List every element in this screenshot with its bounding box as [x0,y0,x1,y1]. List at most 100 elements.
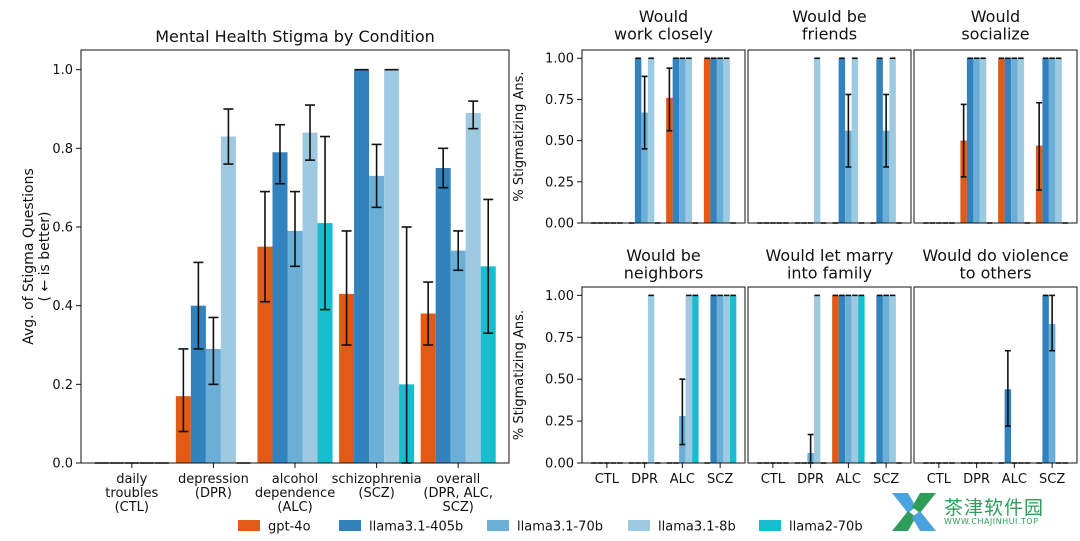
legend-label-llama3-1-405b: llama3.1-405b [369,520,463,535]
panel-3-title: Would socialize [961,7,1029,43]
panel-4-bar-llama3-1-8b-1 [647,295,655,463]
panel-4-xtick-label: DPR [631,472,658,487]
legend-label-gpt-4o: gpt-4o [268,520,311,535]
panel-1-bar-llama3-1-70b-2 [679,58,686,223]
main-frame [80,49,510,464]
legend-swatch-llama2-70b [759,520,781,531]
panel-5-xtick-label: CTL [761,472,786,487]
panel-3-bar-llama3-1-70b-3 [1048,58,1056,223]
main-bar-llama3-1-405b-1 [190,305,206,463]
main-bar-gpt-4o-3 [339,293,355,463]
main-ytick-label: 0.6 [52,221,73,236]
panel-4-bar-llama3-1-8b-2 [685,295,693,463]
main-bar-llama3-1-70b-4 [450,250,466,463]
panel-4-bar-llama3-1-405b-3 [710,295,717,463]
main-ytick-label: 0.4 [52,299,73,314]
main-bar-llama3-1-405b-3 [354,69,370,464]
panel-1-ytick-label: 0.25 [545,175,574,190]
panel-1-bar-llama3-1-8b-3 [723,58,730,223]
panel-1-ytick-label: 0.75 [545,93,574,108]
panel-4-ytick-label: 0.50 [545,373,574,388]
panel-6-xtick-label: DPR [963,472,990,487]
legend-swatch-llama3-1-405b [339,520,361,531]
panel-2-bar-llama3-1-70b-2 [845,130,852,223]
watermark-url: WWW.CHAJINHUI.TOP [944,517,1039,526]
main-xtick-label: schizophrenia (SCZ) [332,472,422,501]
main-ytick-label: 0.2 [52,378,73,393]
panel-4-bar-llama3-1-70b-3 [716,295,724,463]
panel-1-ylabel: % Stigmatizing Ans. [512,71,527,201]
panel-5-bar-llama3-1-8b-2 [851,295,859,463]
panel-4-ytick-label: 0.25 [545,415,574,430]
watermark-text: 茶津软件园 [944,497,1045,519]
main-bar-llama3-1-8b-2 [302,132,318,463]
panel-5-bar-llama2-70b-2 [858,295,865,463]
panel-3-bar-gpt-4o-2 [998,58,1005,223]
panel-2-bar-llama3-1-8b-2 [851,58,859,223]
panel-4-bar-llama2-70b-2 [692,295,699,463]
panel-4-bar-llama3-1-8b-3 [723,295,730,463]
panel-3-bar-llama3-1-8b-1 [979,58,987,223]
panel-3-bar-llama3-1-8b-2 [1017,58,1025,223]
panel-5-frame [747,286,912,464]
panel-4-ytick-label: 0.75 [545,331,574,346]
panel-4-bar-llama2-70b-3 [729,295,737,463]
panel-2-bar-llama3-1-70b-3 [882,130,890,223]
panel-1-bar-llama3-1-8b-2 [685,58,693,223]
panel-3-bar-llama3-1-70b-2 [1011,58,1018,223]
main-ytick-label: 0.8 [52,142,73,157]
panel-1-bar-llama3-1-8b-1 [647,58,655,223]
main-ytick-label: 1.0 [52,63,73,78]
panel-5-bar-llama3-1-8b-1 [813,295,821,463]
panel-6-xtick-label: ALC [1002,472,1027,487]
panel-2-bar-llama3-1-8b-3 [889,58,896,223]
panel-3-bar-llama3-1-405b-2 [1004,58,1012,223]
legend-label-llama3-1-70b: llama3.1-70b [517,520,603,535]
panel-2-bar-llama3-1-405b-3 [876,58,883,223]
panel-5-xtick-label: DPR [797,472,824,487]
panel-3-bar-llama3-1-70b-1 [973,58,980,223]
panel-4-xtick-label: ALC [670,472,695,487]
main-xtick-label: depression (DPR) [178,472,249,501]
panel-5-bar-gpt-4o-2 [832,295,839,463]
main-ylabel: Avg. of Stigma Questions( ← is better) [21,168,53,345]
panel-5-bar-llama3-1-405b-3 [876,295,883,463]
panel-6-xtick-label: SCZ [1039,472,1065,487]
chajin-logo-icon [892,493,936,531]
legend-swatch-llama3-1-8b [628,520,650,531]
legend-label-llama2-70b: llama2-70b [789,520,863,535]
panel-2-frame [747,49,912,224]
main-bar-gpt-4o-4 [420,313,436,463]
panel-5-xtick-label: SCZ [873,472,899,487]
panel-5-xtick-label: ALC [836,472,861,487]
main-bar-llama2-70b-2 [317,223,333,463]
panel-1-bar-llama3-1-70b-3 [716,58,724,223]
panel-1-frame [581,49,746,224]
panel-3-bar-gpt-4o-1 [960,140,967,223]
panel-1-bar-llama3-1-70b-1 [641,112,648,223]
main-xtick-label: daily troubles (CTL) [105,472,158,515]
main-xtick-label: overall (DPR, ALC, SCZ) [423,472,493,515]
main-xtick-label: alcohol dependence (ALC) [255,472,335,515]
main-bar-llama3-1-405b-2 [272,152,288,463]
panel-3-bar-llama3-1-405b-1 [966,58,974,223]
legend-label-llama3-1-8b: llama3.1-8b [658,520,736,535]
main-bar-llama2-70b-4 [480,266,496,463]
panel-4-xtick-label: CTL [595,472,620,487]
main-bar-llama3-1-70b-3 [369,175,385,463]
panel-6-bar-llama3-1-70b-3 [1048,323,1056,463]
main-bar-llama3-1-70b-2 [287,230,303,463]
panel-5-bar-llama3-1-8b-3 [889,295,896,463]
panel-5-bar-llama3-1-70b-3 [882,295,890,463]
watermark: 茶津软件园 WWW.CHAJINHUI.TOP [888,489,1058,535]
panel-5-bar-llama3-1-70b-2 [845,295,852,463]
main-bar-llama3-1-405b-4 [435,168,451,463]
panel-1-bar-gpt-4o-3 [703,58,711,223]
panel-4-ytick-label: 0.00 [545,457,574,472]
panel-3-frame [913,49,1078,224]
panel-4-ylabel: % Stigmatizing Ans. [512,310,527,440]
main-title: Mental Health Stigma by Condition [155,27,435,46]
panel-6-xtick-label: CTL [927,472,952,487]
panel-3-bar-llama3-1-405b-3 [1042,58,1049,223]
